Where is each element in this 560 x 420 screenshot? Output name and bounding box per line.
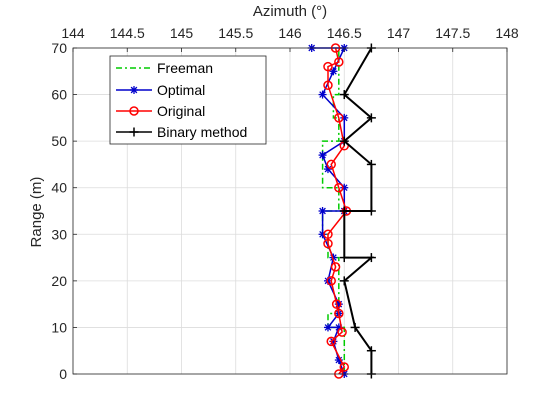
asterisk-stroke bbox=[335, 356, 343, 364]
x-tick-label: 144.5 bbox=[110, 25, 145, 41]
legend-marker-original bbox=[129, 106, 139, 116]
asterisk-stroke bbox=[130, 86, 138, 94]
asterisk-stroke bbox=[319, 207, 326, 215]
data-point-optimal bbox=[318, 90, 327, 99]
data-point-optimal bbox=[323, 323, 332, 332]
data-point-binary-method bbox=[339, 276, 349, 286]
legend-marker-optimal bbox=[130, 86, 138, 94]
series-line-original bbox=[327, 47, 348, 375]
data-point-binary-method bbox=[339, 90, 349, 100]
asterisk-stroke bbox=[319, 91, 326, 98]
data-point-original bbox=[334, 308, 344, 319]
x-tick-label: 144 bbox=[61, 25, 85, 41]
y-tick-label: 10 bbox=[51, 319, 67, 335]
data-point-original bbox=[334, 57, 344, 67]
y-tick-label: 50 bbox=[51, 133, 67, 149]
data-point-original bbox=[331, 299, 342, 309]
data-point-original bbox=[330, 262, 341, 272]
data-point-binary-method bbox=[366, 346, 376, 356]
data-point-original bbox=[334, 182, 344, 193]
legend-asterisk bbox=[130, 86, 138, 94]
y-axis-label: Range (m) bbox=[28, 177, 45, 248]
x-tick-label: 146 bbox=[278, 25, 302, 41]
legend-box bbox=[109, 55, 267, 145]
data-point-original bbox=[323, 229, 333, 240]
data-point-original bbox=[326, 276, 336, 286]
asterisk-stroke bbox=[324, 324, 332, 331]
x-tick-label: 145 bbox=[170, 25, 194, 41]
x-tick-label: 145.5 bbox=[218, 25, 253, 41]
data-point-original bbox=[323, 61, 333, 72]
y-tick-label: 40 bbox=[51, 180, 67, 196]
y-tick-label: 60 bbox=[51, 87, 67, 103]
data-point-binary-method bbox=[366, 113, 376, 123]
data-point-binary-method bbox=[366, 206, 376, 216]
legend-label-binary-method: Binary method bbox=[157, 124, 247, 140]
data-point-binary-method bbox=[366, 159, 376, 169]
series-layer bbox=[307, 43, 376, 379]
series-binary-method bbox=[339, 43, 376, 379]
data-point-optimal bbox=[329, 67, 338, 76]
legend-entry-freeman: Freeman bbox=[116, 60, 213, 76]
legend-marker-binary-method bbox=[129, 127, 139, 137]
data-point-original bbox=[326, 159, 336, 170]
ticks: 144 144.5 145 145.5 146 146.5 147 147.5 148 0 10 20… bbox=[51, 25, 518, 382]
data-point-original bbox=[339, 362, 349, 372]
x-tick-label: 148 bbox=[495, 25, 519, 41]
data-point-original bbox=[323, 80, 333, 91]
asterisk-stroke bbox=[319, 151, 326, 159]
data-point-optimal bbox=[318, 151, 327, 160]
data-point-binary-method bbox=[339, 136, 349, 146]
x-axis-label: Azimuth (°) bbox=[253, 3, 327, 20]
asterisk-stroke bbox=[330, 67, 337, 75]
x-tick-label: 147 bbox=[387, 25, 411, 41]
data-point-binary-method bbox=[350, 322, 360, 332]
y-tick-label: 30 bbox=[51, 226, 67, 242]
legend-label-freeman: Freeman bbox=[157, 60, 213, 76]
data-point-original bbox=[326, 336, 336, 347]
data-point-optimal bbox=[318, 207, 327, 215]
x-tick-label: 147.5 bbox=[435, 25, 470, 41]
y-tick-label: 0 bbox=[59, 366, 67, 382]
legend-entry-original: Original bbox=[116, 103, 205, 119]
x-tick-label: 146.5 bbox=[327, 25, 362, 41]
asterisk-stroke bbox=[330, 254, 337, 261]
legend-label-original: Original bbox=[157, 103, 205, 119]
data-point-binary-method bbox=[366, 253, 376, 263]
data-point-original bbox=[323, 238, 333, 249]
data-point-original bbox=[337, 327, 347, 337]
series-original bbox=[323, 43, 352, 379]
data-point-binary-method bbox=[339, 253, 349, 263]
legend-entry-binary-method: Binary method bbox=[116, 124, 247, 140]
legend-plus bbox=[129, 127, 139, 137]
data-point-binary-method bbox=[339, 206, 349, 216]
asterisk-stroke bbox=[324, 165, 332, 173]
data-point-original bbox=[334, 113, 344, 123]
y-tick-label: 20 bbox=[51, 273, 67, 289]
legend: Freeman Optimal Original Binary method bbox=[109, 55, 267, 145]
legend-entry-optimal: Optimal bbox=[116, 82, 205, 98]
y-tick-label: 70 bbox=[51, 40, 67, 56]
legend-label-optimal: Optimal bbox=[157, 82, 205, 98]
